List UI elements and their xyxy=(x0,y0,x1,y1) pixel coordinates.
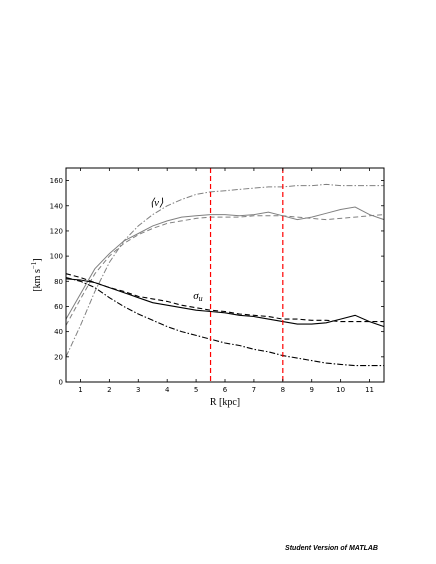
annotation-sigma-u: σu xyxy=(193,290,202,303)
series-line-mean_v-dashed xyxy=(65,214,385,326)
series-line-mean_v-dashdot xyxy=(65,183,384,358)
plot-area xyxy=(65,168,385,382)
y-tick-label: 40 xyxy=(54,328,63,336)
matlab-watermark: Student Version of MATLAB xyxy=(285,545,378,552)
y-tick-label: 140 xyxy=(50,202,63,210)
axes-frame xyxy=(65,167,385,383)
y-tick-label: 120 xyxy=(50,227,63,235)
x-tick-label: 2 xyxy=(107,386,111,394)
x-tick-label: 7 xyxy=(252,386,256,394)
x-tick-label: 9 xyxy=(309,386,313,394)
y-tick-label: 0 xyxy=(59,379,63,387)
x-tick-label: 6 xyxy=(223,386,228,394)
series-line-sigma_u-dashed xyxy=(65,273,384,323)
y-axis-label: [km s−1] xyxy=(30,258,43,291)
series-line-sigma_u-dashdot xyxy=(65,276,384,367)
y-tick-label: 80 xyxy=(54,278,63,286)
x-axis-label: R [kpc] xyxy=(210,397,240,408)
axis-ticks: 1 2 3 4 5 6 7 8 9 10 11 0 20 40 60 80 100 120 140 160 xyxy=(50,168,384,394)
y-tick-label: 20 xyxy=(54,353,63,361)
x-tick-label: 5 xyxy=(194,386,198,394)
x-tick-label: 4 xyxy=(165,386,170,394)
y-tick-label: 160 xyxy=(50,177,63,185)
series-line-sigma_u-solid xyxy=(65,278,385,328)
x-tick-label: 10 xyxy=(336,386,345,394)
annotation-mean-velocity: ⟨v⟩ xyxy=(150,197,164,209)
y-tick-label: 60 xyxy=(54,303,63,311)
x-tick-label: 11 xyxy=(365,386,374,394)
annotations: ⟨v⟩ σu xyxy=(150,197,203,303)
y-tick-label: 100 xyxy=(50,253,63,261)
series-line-mean_v-solid xyxy=(65,206,385,320)
x-tick-label: 3 xyxy=(136,386,140,394)
x-tick-label: 8 xyxy=(281,386,285,394)
x-tick-label: 1 xyxy=(78,386,82,394)
